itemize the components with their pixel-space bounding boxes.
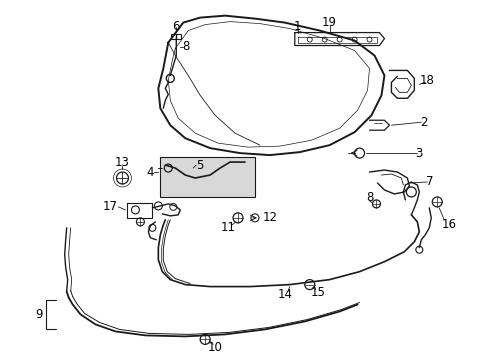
Text: 18: 18 bbox=[419, 74, 434, 87]
Text: 12: 12 bbox=[262, 211, 277, 224]
Text: 11: 11 bbox=[220, 221, 235, 234]
Text: 15: 15 bbox=[310, 286, 325, 299]
Text: 8: 8 bbox=[365, 192, 372, 204]
Text: 4: 4 bbox=[146, 166, 154, 179]
Text: 19: 19 bbox=[322, 16, 337, 29]
Text: 1: 1 bbox=[293, 20, 301, 33]
Text: 14: 14 bbox=[277, 288, 292, 301]
Text: 3: 3 bbox=[415, 147, 422, 159]
Text: 2: 2 bbox=[420, 116, 427, 129]
Text: 8: 8 bbox=[182, 40, 189, 53]
Text: 13: 13 bbox=[115, 156, 130, 168]
Bar bbox=[160, 157, 254, 197]
Bar bbox=[171, 33, 181, 39]
Text: 17: 17 bbox=[103, 201, 118, 213]
Text: 10: 10 bbox=[207, 341, 222, 354]
Text: 6: 6 bbox=[172, 20, 180, 33]
Text: 7: 7 bbox=[425, 175, 432, 189]
Text: 16: 16 bbox=[441, 218, 456, 231]
Text: 9: 9 bbox=[35, 308, 42, 321]
Text: 5: 5 bbox=[196, 158, 203, 172]
